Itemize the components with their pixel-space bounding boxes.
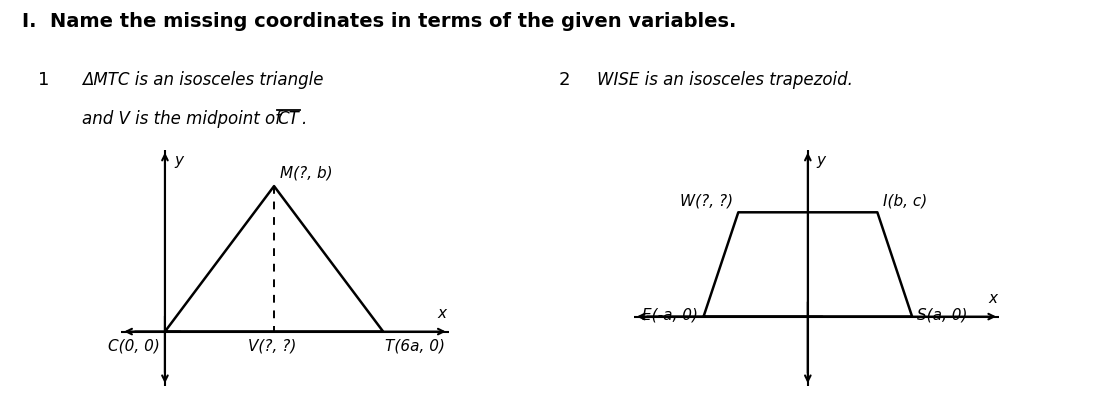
Text: x: x — [437, 306, 447, 321]
Text: and V is the midpoint of: and V is the midpoint of — [82, 110, 286, 128]
Text: I(b, c): I(b, c) — [882, 194, 927, 209]
Text: y: y — [174, 153, 183, 168]
Text: T(6a, 0): T(6a, 0) — [385, 339, 445, 354]
Text: W(?, ?): W(?, ?) — [680, 194, 733, 209]
Text: 1: 1 — [38, 71, 49, 89]
Text: ΔMTC is an isosceles triangle: ΔMTC is an isosceles triangle — [82, 71, 323, 89]
Text: V(?, ?): V(?, ?) — [248, 339, 296, 354]
Text: .: . — [301, 110, 307, 128]
Text: 2: 2 — [559, 71, 570, 89]
Text: S(a, 0): S(a, 0) — [917, 307, 968, 322]
Text: E(-a, 0): E(-a, 0) — [642, 307, 698, 322]
Text: WISE is an isosceles trapezoid.: WISE is an isosceles trapezoid. — [597, 71, 853, 89]
Text: I.  Name the missing coordinates in terms of the given variables.: I. Name the missing coordinates in terms… — [22, 12, 737, 31]
Text: y: y — [817, 153, 825, 168]
Text: M(?, b): M(?, b) — [279, 165, 332, 180]
Text: CT: CT — [277, 110, 299, 128]
Text: x: x — [989, 291, 997, 306]
Text: C(0, 0): C(0, 0) — [107, 339, 160, 354]
